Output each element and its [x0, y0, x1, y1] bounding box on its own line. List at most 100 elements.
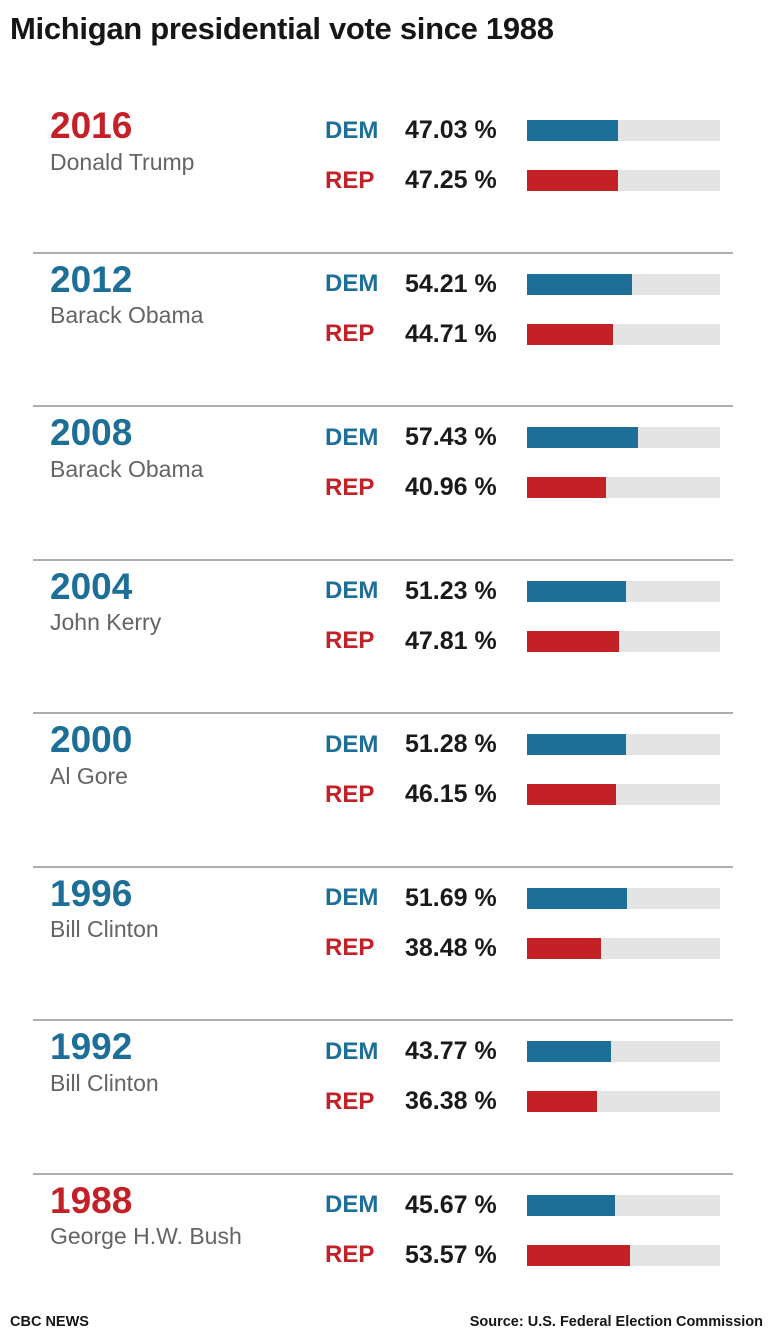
winner-name: Bill Clinton	[50, 916, 159, 943]
dem-bar	[527, 580, 626, 602]
dem-row: DEM 45.67 %	[325, 1191, 768, 1219]
bar-track	[527, 1041, 720, 1062]
dem-bar	[527, 120, 618, 141]
vote-percentage-rep: 53.57 %	[405, 1240, 497, 1269]
rep-bar	[527, 1244, 631, 1266]
vote-rows: DEM 47.03 % REP 47.25 %	[325, 100, 768, 194]
vote-percentage-dem: 57.43 %	[405, 423, 497, 451]
election-header: 2000 Al Gore	[0, 714, 325, 790]
election-header: 2008 Barack Obama	[0, 407, 325, 483]
dem-row: DEM 51.28 %	[325, 730, 768, 758]
vote-percentage-dem: 47.03 %	[405, 116, 497, 144]
bar-track	[527, 580, 720, 602]
rep-row: REP 36.38 %	[325, 1087, 768, 1115]
vote-percentage-rep: 46.15 %	[405, 780, 497, 808]
rep-row: REP 40.96 %	[325, 473, 768, 501]
dem-bar	[527, 1194, 616, 1216]
election-year: 2016	[50, 105, 133, 146]
winner-name: Donald Trump	[50, 148, 195, 175]
vote-percentage-rep: 47.25 %	[405, 166, 497, 194]
rep-row: REP 47.81 %	[325, 627, 768, 655]
party-label-rep: REP	[325, 473, 375, 501]
election-header: 2004 John Kerry	[0, 561, 325, 637]
rep-bar	[527, 937, 602, 959]
party-label-dem: DEM	[325, 1037, 379, 1065]
bar-track	[527, 937, 720, 959]
winner-name: Barack Obama	[50, 302, 204, 329]
rep-bar	[527, 1091, 598, 1112]
bar-track	[527, 273, 720, 295]
vote-rows: DEM 57.43 % REP 40.96 %	[325, 407, 768, 501]
vote-percentage-dem: 45.67 %	[405, 1190, 497, 1219]
winner-name: Barack Obama	[50, 455, 204, 482]
bar-track	[527, 784, 720, 805]
election-header: 1996 Bill Clinton	[0, 868, 325, 944]
cbc-news-brand: CBC NEWS	[10, 1314, 89, 1330]
dem-bar	[527, 427, 638, 448]
bar-track	[527, 630, 720, 652]
election-section-2016: 2016 Donald Trump DEM 47.03 % REP 47.25 …	[0, 100, 768, 254]
vote-percentage-dem: 51.69 %	[405, 883, 497, 912]
winner-name: John Kerry	[50, 609, 162, 636]
election-year: 1996	[50, 872, 133, 914]
rep-bar	[527, 323, 614, 345]
vote-rows: DEM 54.21 % REP 44.71 %	[325, 254, 768, 348]
rep-bar	[527, 477, 607, 498]
dem-row: DEM 54.21 %	[325, 270, 768, 298]
election-year: 2012	[50, 258, 133, 300]
dem-row: DEM 51.23 %	[325, 577, 768, 605]
election-section-1992: 1992 Bill Clinton DEM 43.77 % REP 36.38 …	[0, 1021, 768, 1175]
election-header: 1988 George H.W. Bush	[0, 1175, 325, 1251]
winner-name: Bill Clinton	[50, 1069, 159, 1096]
party-label-dem: DEM	[325, 730, 379, 758]
party-label-dem: DEM	[325, 116, 379, 144]
dem-bar	[527, 734, 626, 755]
vote-rows: DEM 51.69 % REP 38.48 %	[325, 868, 768, 962]
vote-percentage-rep: 47.81 %	[405, 626, 497, 655]
party-label-rep: REP	[325, 1241, 375, 1268]
source-credit: Source: U.S. Federal Election Commission	[469, 1314, 763, 1330]
bar-track	[527, 887, 720, 909]
bar-track	[527, 1091, 720, 1112]
bar-track	[527, 120, 720, 141]
election-section-2004: 2004 John Kerry DEM 51.23 % REP 47.81 %	[0, 561, 768, 715]
vote-percentage-rep: 38.48 %	[405, 933, 497, 962]
bar-track	[527, 1244, 720, 1266]
rep-row: REP 53.57 %	[325, 1241, 768, 1269]
elections-list: 2016 Donald Trump DEM 47.03 % REP 47.25 …	[0, 100, 768, 1328]
bar-track	[527, 170, 720, 191]
election-header: 2016 Donald Trump	[0, 100, 325, 176]
dem-row: DEM 47.03 %	[325, 116, 768, 144]
election-year: 2004	[50, 565, 133, 607]
dem-bar	[527, 887, 627, 909]
bar-track	[527, 323, 720, 345]
dem-row: DEM 51.69 %	[325, 884, 768, 912]
rep-row: REP 46.15 %	[325, 780, 768, 808]
footer: CBC NEWS Source: U.S. Federal Election C…	[10, 1314, 763, 1330]
election-section-2012: 2012 Barack Obama DEM 54.21 % REP 44.71 …	[0, 254, 768, 408]
dem-row: DEM 43.77 %	[325, 1037, 768, 1065]
bar-track	[527, 427, 720, 448]
election-header: 2012 Barack Obama	[0, 254, 325, 330]
vote-percentage-rep: 36.38 %	[405, 1087, 497, 1115]
rep-bar	[527, 784, 617, 805]
vote-percentage-dem: 51.23 %	[405, 576, 497, 605]
election-section-1988: 1988 George H.W. Bush DEM 45.67 % REP 53…	[0, 1175, 768, 1329]
vote-rows: DEM 51.23 % REP 47.81 %	[325, 561, 768, 655]
vote-percentage-rep: 44.71 %	[405, 319, 497, 348]
rep-bar	[527, 630, 620, 652]
election-section-2000: 2000 Al Gore DEM 51.28 % REP 46.15 %	[0, 714, 768, 868]
election-year: 1988	[50, 1179, 133, 1221]
page-title: Michigan presidential vote since 1988	[10, 11, 554, 46]
vote-percentage-rep: 40.96 %	[405, 473, 497, 501]
election-year: 2008	[50, 412, 133, 453]
vote-rows: DEM 43.77 % REP 36.38 %	[325, 1021, 768, 1115]
winner-name: George H.W. Bush	[50, 1223, 242, 1250]
party-label-dem: DEM	[325, 270, 379, 297]
party-label-rep: REP	[325, 320, 375, 347]
election-year: 1992	[50, 1026, 133, 1067]
vote-percentage-dem: 43.77 %	[405, 1037, 497, 1065]
party-label-dem: DEM	[325, 423, 379, 451]
party-label-dem: DEM	[325, 1191, 379, 1218]
